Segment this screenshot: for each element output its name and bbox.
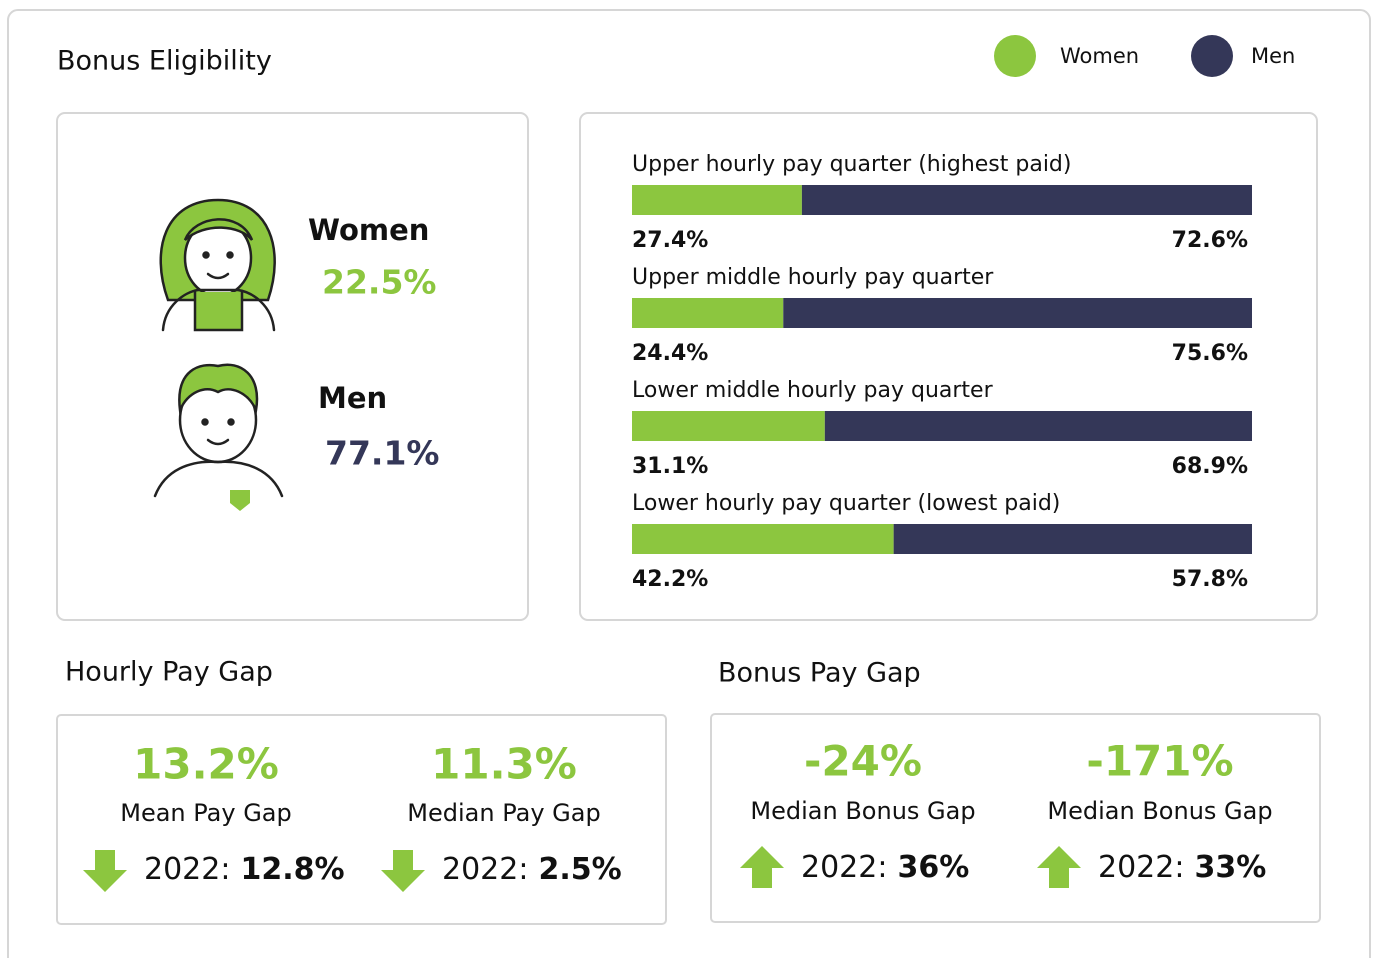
woman-avatar bbox=[159, 198, 276, 332]
value-label: 68.9% bbox=[1172, 454, 1248, 479]
bonus-card bbox=[710, 713, 1321, 923]
previous-value: 36% bbox=[897, 850, 969, 885]
women-value: 22.5% bbox=[322, 263, 437, 302]
legend-swatch bbox=[1191, 35, 1233, 77]
legend-label: Men bbox=[1251, 44, 1295, 68]
previous-prefix: 2022: bbox=[1098, 850, 1184, 885]
arrow-down bbox=[381, 850, 425, 892]
men-value: 77.1% bbox=[325, 434, 440, 473]
kpi-value: -171% bbox=[1086, 737, 1233, 786]
section-title: Hourly Pay Gap bbox=[65, 657, 273, 688]
section-title: Bonus Pay Gap bbox=[718, 658, 921, 689]
bar-segment bbox=[632, 298, 784, 328]
category-label: Lower hourly pay quarter (lowest paid) bbox=[632, 491, 1060, 516]
previous-value: 2.5% bbox=[538, 852, 621, 887]
kpi-previous: 2022: 36% bbox=[801, 850, 969, 885]
kpi-label: Mean Pay Gap bbox=[120, 799, 292, 827]
bar-segment bbox=[632, 411, 825, 441]
kpi-label: Median Pay Gap bbox=[407, 799, 600, 827]
kpi-previous: 2022: 12.8% bbox=[144, 852, 345, 887]
previous-prefix: 2022: bbox=[144, 852, 230, 887]
kpi-label: Median Bonus Gap bbox=[750, 797, 975, 825]
value-label: 24.4% bbox=[632, 341, 708, 366]
previous-value: 33% bbox=[1194, 850, 1266, 885]
kpi-value: 13.2% bbox=[133, 740, 279, 789]
hourly-card bbox=[56, 714, 667, 925]
category-label: Upper hourly pay quarter (highest paid) bbox=[632, 152, 1071, 177]
value-label: 27.4% bbox=[632, 228, 708, 253]
bar-segment bbox=[824, 411, 1252, 441]
kpis: 13.2% Mean Pay Gap 2022: 12.8% 11.3% Median P… bbox=[83, 737, 1273, 892]
section-title: Bonus Eligibility bbox=[57, 46, 272, 77]
eligibility-card bbox=[56, 112, 529, 621]
quartile-chart: Upper hourly pay quarter (highest paid) 2… bbox=[632, 152, 1252, 592]
legend-swatch bbox=[994, 35, 1036, 77]
bar-segment bbox=[893, 524, 1252, 554]
previous-value: 12.8% bbox=[240, 852, 344, 887]
bar-segment bbox=[783, 298, 1252, 328]
man-avatar bbox=[153, 363, 284, 511]
bar-segment bbox=[801, 185, 1252, 215]
legend-label: Women bbox=[1060, 44, 1139, 68]
value-label: 75.6% bbox=[1172, 341, 1248, 366]
arrow-up bbox=[1037, 846, 1081, 888]
value-label: 42.2% bbox=[632, 567, 708, 592]
men-label: Men bbox=[318, 381, 387, 415]
arrow-down bbox=[83, 850, 127, 892]
bar-segment bbox=[632, 185, 802, 215]
value-label: 72.6% bbox=[1172, 228, 1248, 253]
value-label: 57.8% bbox=[1172, 567, 1248, 592]
kpi-previous: 2022: 33% bbox=[1098, 850, 1266, 885]
quartile-card bbox=[579, 112, 1318, 621]
value-label: 31.1% bbox=[632, 454, 708, 479]
bar-segment bbox=[632, 524, 894, 554]
women-label: Women bbox=[308, 213, 429, 247]
category-label: Lower middle hourly pay quarter bbox=[632, 378, 994, 403]
arrow-up bbox=[740, 846, 784, 888]
kpi-previous: 2022: 2.5% bbox=[442, 852, 622, 887]
kpi-value: -24% bbox=[804, 737, 922, 786]
kpi-value: 11.3% bbox=[431, 740, 577, 789]
category-label: Upper middle hourly pay quarter bbox=[632, 265, 994, 290]
kpi-label: Median Bonus Gap bbox=[1047, 797, 1272, 825]
previous-prefix: 2022: bbox=[442, 852, 528, 887]
previous-prefix: 2022: bbox=[801, 850, 887, 885]
